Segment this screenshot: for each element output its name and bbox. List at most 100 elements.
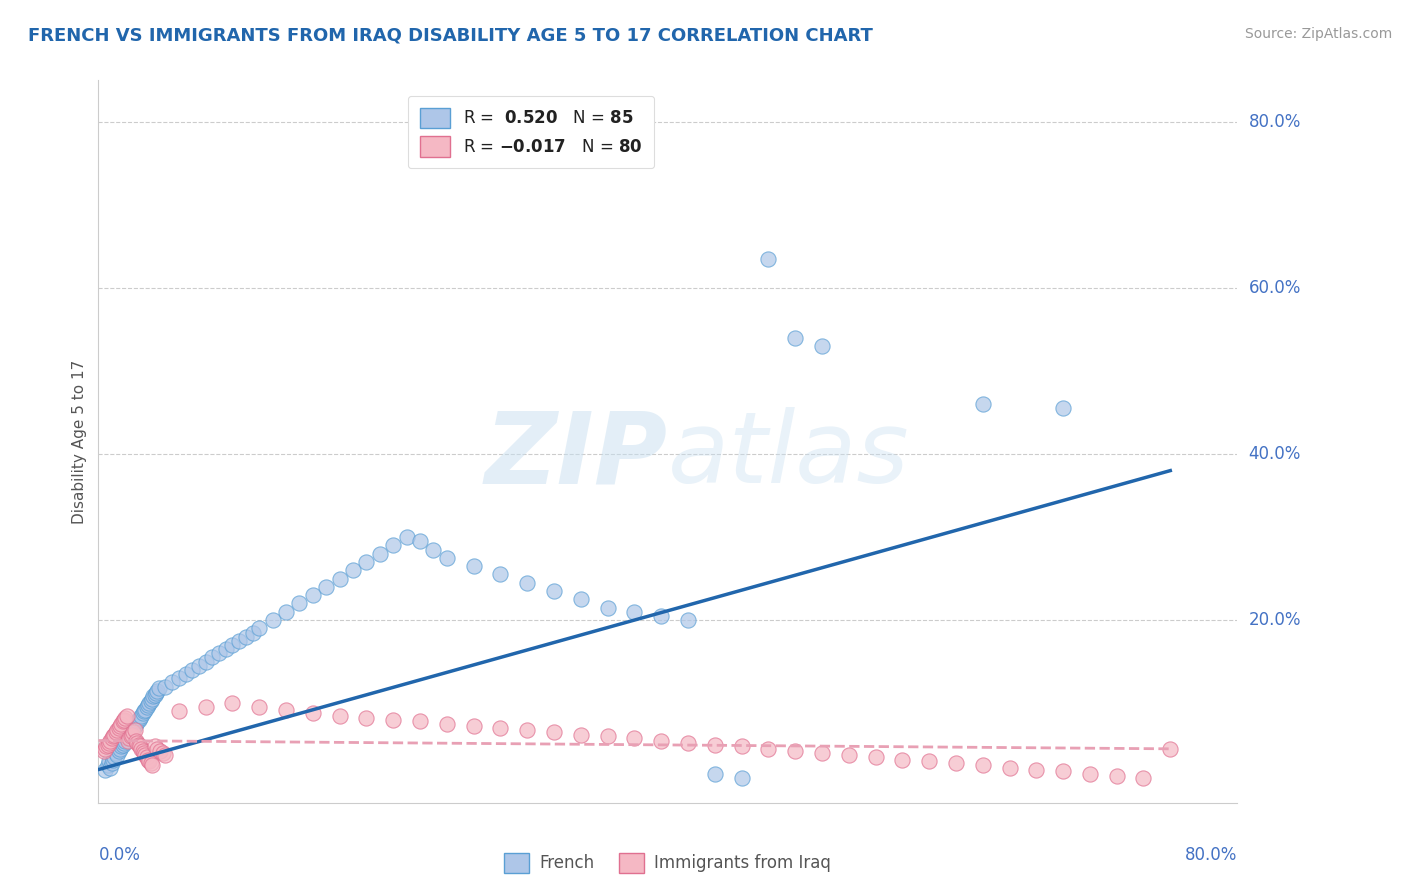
Point xyxy=(1159,741,1181,756)
Point xyxy=(382,538,405,552)
Point xyxy=(756,252,779,266)
Point xyxy=(101,730,124,744)
Point xyxy=(105,747,128,762)
Point xyxy=(141,692,163,706)
Point xyxy=(121,728,143,742)
Point xyxy=(187,658,209,673)
Point xyxy=(247,621,270,635)
Point xyxy=(329,572,352,586)
Point xyxy=(1052,401,1074,416)
Point xyxy=(676,736,699,750)
Point xyxy=(139,694,162,708)
Point xyxy=(596,730,619,744)
Point xyxy=(118,728,141,742)
Point xyxy=(111,738,134,752)
Point xyxy=(125,733,148,747)
Point xyxy=(128,738,150,752)
Point xyxy=(730,739,752,754)
Point xyxy=(167,671,190,685)
Point xyxy=(129,741,152,756)
Point xyxy=(132,705,155,719)
Point xyxy=(120,730,142,744)
Point xyxy=(215,642,238,657)
Point xyxy=(1052,764,1074,779)
Point xyxy=(368,547,391,561)
Point xyxy=(143,688,166,702)
Point xyxy=(155,680,177,694)
Point xyxy=(107,721,129,735)
Point xyxy=(138,696,160,710)
Point xyxy=(301,706,323,720)
Point xyxy=(998,761,1021,775)
Point xyxy=(98,754,121,768)
Point xyxy=(395,530,418,544)
Point xyxy=(703,766,725,780)
Point xyxy=(110,717,132,731)
Point xyxy=(436,550,458,565)
Point xyxy=(756,741,779,756)
Point xyxy=(93,744,115,758)
Text: 20.0%: 20.0% xyxy=(1249,611,1301,629)
Point xyxy=(422,542,444,557)
Point xyxy=(122,725,145,739)
Point xyxy=(436,717,458,731)
Point xyxy=(94,763,117,777)
Point xyxy=(838,747,860,762)
Point xyxy=(409,714,432,729)
Point xyxy=(136,698,159,712)
Point xyxy=(194,655,217,669)
Text: 80.0%: 80.0% xyxy=(1249,112,1301,131)
Legend: French, Immigrants from Iraq: French, Immigrants from Iraq xyxy=(496,844,839,881)
Point xyxy=(141,758,163,772)
Point xyxy=(274,605,297,619)
Point xyxy=(131,706,153,720)
Point xyxy=(107,744,129,758)
Point xyxy=(785,331,807,345)
Point xyxy=(891,753,914,767)
Point xyxy=(108,719,131,733)
Point xyxy=(463,559,485,574)
Point xyxy=(569,728,592,742)
Point xyxy=(142,690,165,704)
Point xyxy=(132,746,155,760)
Point xyxy=(100,733,122,747)
Point xyxy=(342,563,364,577)
Point xyxy=(569,592,592,607)
Point xyxy=(247,700,270,714)
Point xyxy=(516,723,538,737)
Point xyxy=(94,741,117,756)
Point xyxy=(101,731,124,745)
Point xyxy=(235,630,257,644)
Point xyxy=(201,650,224,665)
Point xyxy=(301,588,323,602)
Point xyxy=(703,738,725,752)
Point xyxy=(129,711,152,725)
Point xyxy=(120,725,142,739)
Point xyxy=(160,675,183,690)
Point xyxy=(596,600,619,615)
Point xyxy=(122,721,145,735)
Point xyxy=(97,738,120,752)
Point xyxy=(242,625,264,640)
Point xyxy=(103,728,125,742)
Point xyxy=(148,681,170,696)
Point xyxy=(131,744,153,758)
Point xyxy=(623,605,645,619)
Point xyxy=(149,744,172,758)
Point xyxy=(262,613,284,627)
Point xyxy=(811,339,834,353)
Point xyxy=(112,736,135,750)
Point xyxy=(115,708,138,723)
Point xyxy=(100,761,122,775)
Point xyxy=(288,597,311,611)
Point xyxy=(356,711,378,725)
Text: Source: ZipAtlas.com: Source: ZipAtlas.com xyxy=(1244,27,1392,41)
Point xyxy=(135,700,157,714)
Point xyxy=(114,733,136,747)
Point xyxy=(208,646,231,660)
Point xyxy=(117,733,139,747)
Point xyxy=(136,753,159,767)
Point xyxy=(174,667,197,681)
Point xyxy=(97,758,120,772)
Point xyxy=(730,771,752,785)
